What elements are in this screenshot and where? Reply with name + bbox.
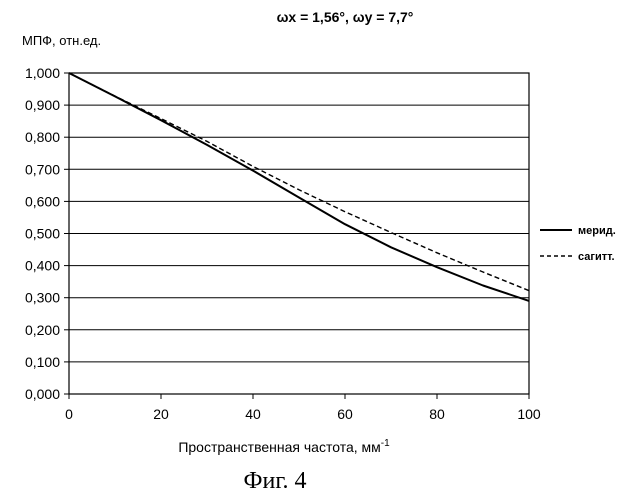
- y-tick-label: 0,800: [25, 129, 60, 145]
- y-tick-label: 0,600: [25, 193, 60, 209]
- series-line-sagitt: [69, 73, 529, 291]
- gridlines: [64, 73, 529, 394]
- figure-caption: Фиг. 4: [244, 468, 307, 494]
- x-tick-label: 20: [153, 406, 169, 422]
- series-line-merid: [69, 73, 529, 301]
- x-axis-label-text: Пространственная частота, мм: [178, 439, 380, 455]
- y-tick-labels: 0,000 0,100 0,200 0,300 0,400 0,500 0,600 0,700…: [25, 65, 60, 402]
- chart-title: ωx = 1,56°, ωy = 7,7°: [277, 9, 414, 25]
- x-axis-label-superscript: -1: [381, 438, 390, 449]
- y-tick-label: 0,900: [25, 97, 60, 113]
- legend-label-sagitt: сагитт.: [578, 251, 615, 263]
- y-axis-label: МПФ, отн.ед.: [22, 33, 101, 48]
- y-tick-label: 0,400: [25, 258, 60, 274]
- x-tick-label: 60: [337, 406, 353, 422]
- legend-label-merid: мерид.: [578, 225, 616, 237]
- x-tick-label: 40: [245, 406, 261, 422]
- x-tick-label: 100: [517, 406, 541, 422]
- x-tick-label: 0: [65, 406, 73, 422]
- y-tick-label: 1,000: [25, 65, 60, 81]
- y-tick-label: 0,000: [25, 386, 60, 402]
- legend: мерид. сагитт.: [540, 225, 616, 263]
- y-tick-label: 0,300: [25, 290, 60, 306]
- x-axis-label: Пространственная частота, мм-1: [178, 438, 390, 455]
- x-tick-labels: 0 20 40 60 80 100: [65, 394, 541, 422]
- y-tick-label: 0,500: [25, 226, 60, 242]
- x-tick-label: 80: [429, 406, 445, 422]
- y-tick-label: 0,200: [25, 322, 60, 338]
- y-tick-label: 0,700: [25, 161, 60, 177]
- y-tick-label: 0,100: [25, 354, 60, 370]
- series-lines: [69, 73, 529, 301]
